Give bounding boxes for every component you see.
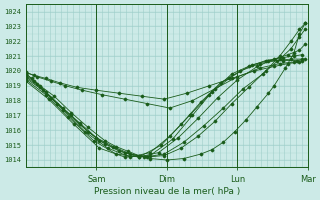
- X-axis label: Pression niveau de la mer( hPa ): Pression niveau de la mer( hPa ): [94, 187, 240, 196]
